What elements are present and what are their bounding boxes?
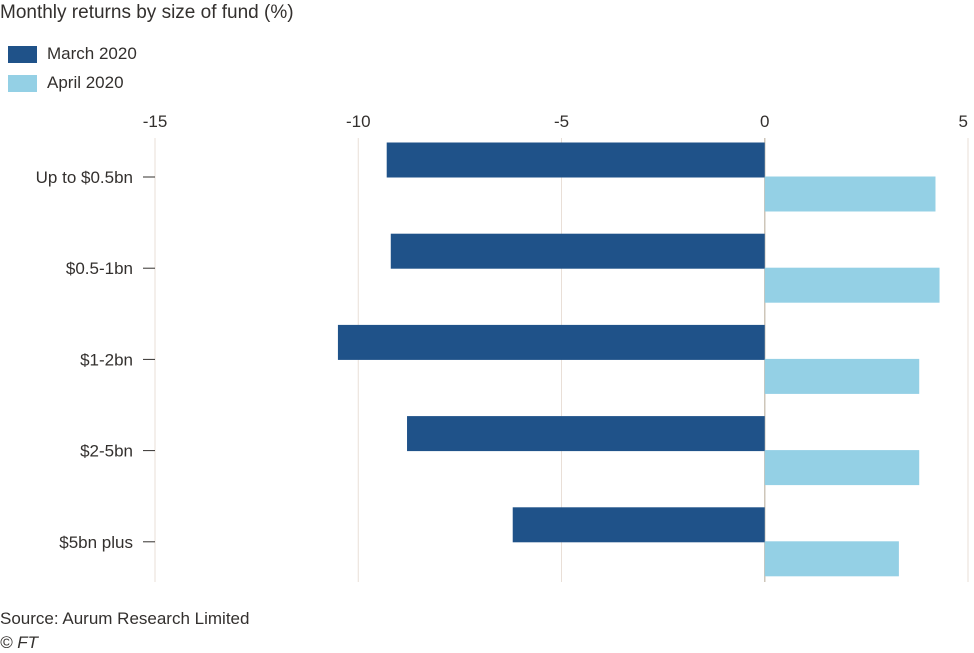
copyright-credit: © FT [0, 633, 39, 652]
bar-march-1 [390, 233, 765, 269]
legend-label-march-2020: March 2020 [47, 44, 137, 63]
bar-april-3 [764, 450, 920, 486]
bar-april-4 [764, 541, 899, 577]
bar-april-1 [764, 267, 940, 303]
x-tick-label: 5 [959, 112, 968, 131]
chart-title: Monthly returns by size of fund (%) [0, 2, 294, 23]
y-tick-label: $2-5bn [80, 442, 133, 461]
y-tick-label: $5bn plus [59, 533, 133, 552]
bar-march-4 [512, 507, 765, 543]
bar-march-0 [386, 142, 765, 178]
bar-chart-plot: -15 -10 -5 0 5 Up to $0.5bn $0.5-1bn $1-2bn $2-5… [36, 112, 969, 582]
legend-item-march-2020: March 2020 [8, 44, 137, 64]
source-note: Source: Aurum Research Limited [0, 609, 250, 628]
y-tick-label: Up to $0.5bn [36, 168, 133, 187]
legend-item-april-2020: April 2020 [8, 73, 124, 93]
y-tick-label: $1-2bn [80, 350, 133, 369]
legend-label-april-2020: April 2020 [47, 73, 124, 92]
bar-march-3 [407, 416, 765, 452]
x-tick-label: -5 [554, 112, 569, 131]
y-tick-label: $0.5-1bn [66, 259, 133, 278]
x-tick-label: -15 [143, 112, 168, 131]
bar-march-2 [337, 324, 765, 360]
x-tick-label: 0 [760, 112, 769, 131]
bar-april-2 [764, 358, 920, 394]
x-tick-label: -10 [346, 112, 371, 131]
legend-swatch-april-2020 [8, 74, 37, 92]
legend-swatch-march-2020 [8, 45, 37, 63]
bar-april-0 [764, 176, 936, 212]
